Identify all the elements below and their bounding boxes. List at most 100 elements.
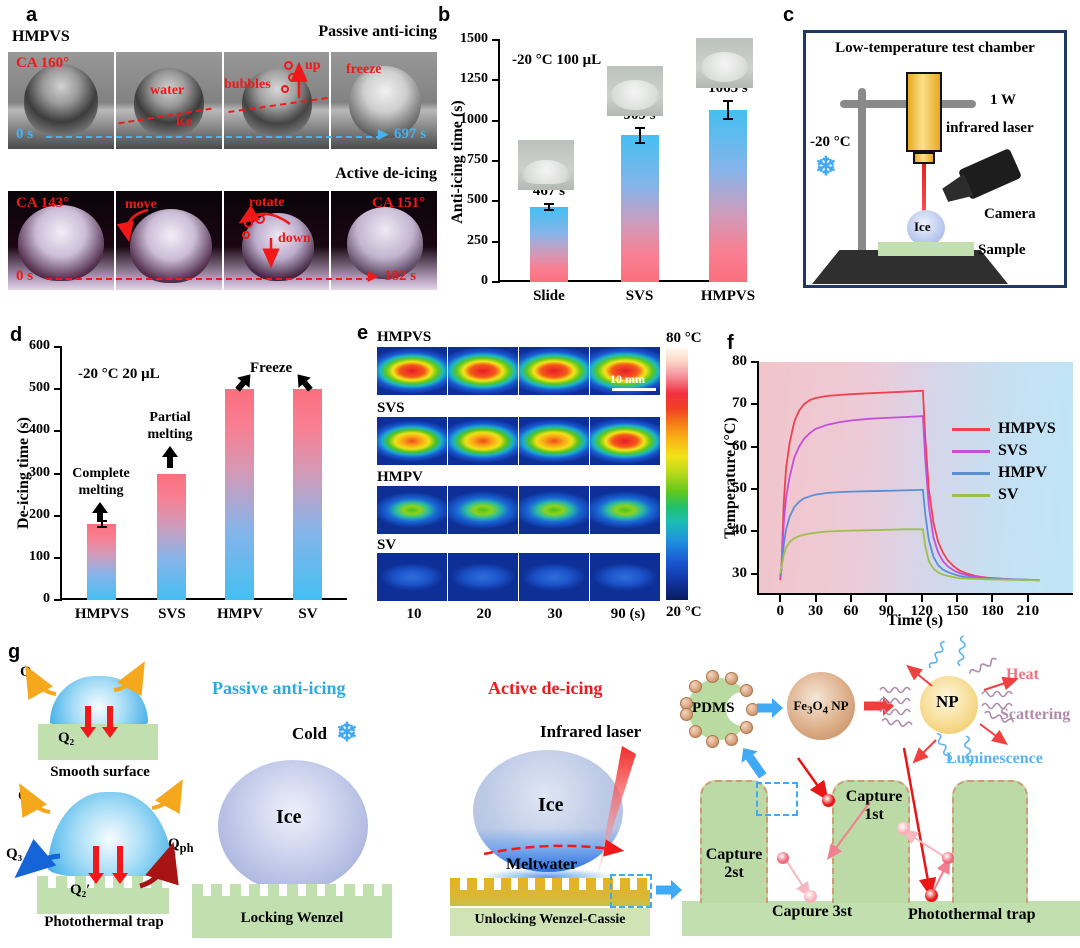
np-transform-arrow [864,696,894,716]
squiggle-ray [928,640,945,669]
thermal-frame [448,486,518,534]
panel-a-label: a [26,4,38,26]
panel-b-label: b [438,4,451,26]
panel-a-passive-photo-strip [8,52,437,149]
panel-d-label: d [10,324,23,346]
thermal-frame [448,553,518,601]
colorbar-min-label: 20 °C [666,604,702,620]
y-tick [54,556,62,559]
photo-frame [223,191,330,290]
squiggle-ray [879,708,911,716]
ice-ball [907,210,945,246]
arrow [979,723,1008,745]
contact-angle-label: CA 160° [16,55,70,71]
thermal-frame [377,417,447,465]
timeline-passive [46,136,382,138]
y-tick-label: 300 [29,464,50,480]
partial-melting-line1: Partial [149,410,191,425]
panel-d-condition-label: -20 °C 20 μL [78,366,160,382]
thermal-frame [590,553,660,601]
arrow [827,801,871,861]
error-cap [722,100,733,103]
x-tick [991,595,994,602]
meltwater-label: Meltwater [506,856,578,873]
squiggle-ray [957,635,966,667]
y-tick-label: 600 [29,338,50,353]
squiggle-ray [936,732,953,762]
fe-part: O [812,698,823,713]
legend-line-swatch [952,493,990,497]
laser-nozzle [913,152,935,164]
x-tick-label: 60 [843,603,859,619]
zoom-region-box [610,874,652,908]
thermal-frame [519,417,589,465]
frozen-droplet-image [522,160,570,184]
time-end-label: 182 s [384,268,417,284]
x-tick-label: 210 [1016,603,1040,619]
frozen-droplet-image [700,52,749,82]
bar-sv [293,389,323,600]
y-tick [54,388,62,391]
ice-ball-passive [218,760,368,892]
contact-angle-start-label: CA 143° [16,195,70,211]
thermal-frame [377,553,447,601]
y-tick-label: 250 [467,232,488,248]
y-tick-label: 750 [467,152,488,167]
complete-melting-line2: melting [78,483,124,498]
np-label: NP [936,692,959,711]
x-category-label: HMPV [217,606,263,622]
ice-droplet-image [18,205,104,281]
heat-down-arrow [80,706,96,738]
x-tick-label: 0 [776,603,784,619]
pillar-base [682,901,1080,936]
y-tick-label: 0 [481,273,488,288]
legend-line-swatch [952,449,990,453]
sample-label: Sample [978,242,1026,258]
pdms-bead [724,671,738,685]
unlocking-substrate-base [450,908,650,936]
ice-droplet-image [129,209,212,283]
partial-melting-line2: melting [147,427,193,442]
panel-e-label: e [357,322,369,344]
y-tick-label: 50 [732,480,747,497]
ice-droplet-image [241,213,314,281]
x-category-label: SVS [158,606,186,622]
scale-bar-label: 10 mm [610,372,645,386]
panel-b-condition-label: -20 °C 100 μL [512,52,602,68]
pdms-bead [705,734,719,748]
up-arrow [162,446,178,468]
arrow [139,842,179,889]
move-label: move [125,197,157,212]
legend-row-hmpv: HMPV [952,464,1047,482]
water-droplet-image [347,207,424,279]
x-tick [1026,595,1029,602]
infrared-laser-label: Infrared laser [540,722,642,741]
svs-ice-photo-inset [607,66,663,116]
ice-label: Ice [914,219,931,234]
x-tick [814,595,817,602]
thermal-row-label-sv: SV [377,537,397,553]
cold-label: Cold [292,724,327,743]
squiggle-ray [879,686,911,694]
x-tick [920,595,923,602]
stand-pole [858,88,866,260]
x-category-label: SVS [625,288,654,304]
capture-dot [821,793,835,807]
ice-label: Ice [538,794,564,816]
y-tick [751,530,759,533]
sample-slab [878,242,974,256]
photothermal-trap-label-2: Photothermal trap [908,906,1036,923]
panel-c-label: c [783,4,795,26]
arrow [483,839,625,857]
y-tick-label: 500 [467,192,488,208]
y-tick-label: 500 [29,380,50,396]
smooth-surface-label: Smooth surface [50,764,150,780]
heat-down-arrow [88,846,104,884]
fe-sub: 4 [822,704,829,717]
timeline-arrow-icon: ▶ [378,126,388,141]
luminescence-label: Luminescence [946,750,1043,767]
fe-sub: 3 [807,704,813,717]
arrow [983,676,1019,691]
infrared-laser-label: infrared laser [946,120,1034,136]
x-tick [849,595,852,602]
